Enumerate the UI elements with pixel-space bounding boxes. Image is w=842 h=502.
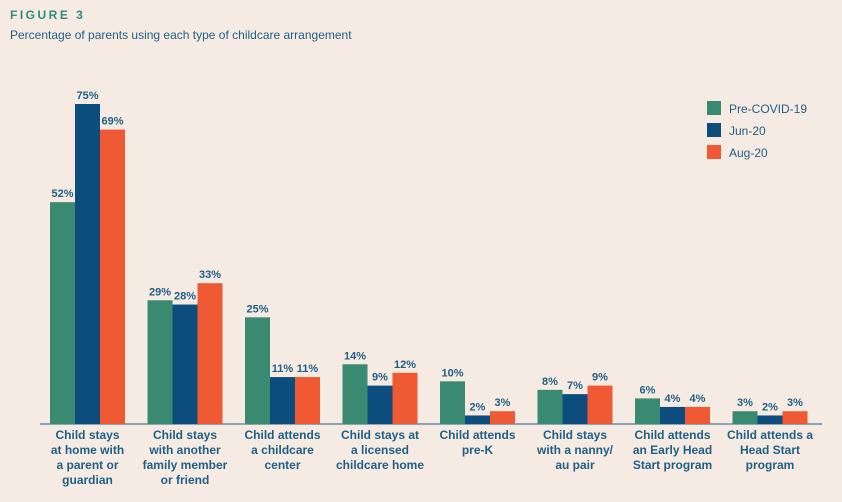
bar-aug-20-4	[490, 411, 515, 424]
data-label: 4%	[690, 393, 706, 405]
bar-aug-20-6	[685, 406, 710, 424]
data-label: 11%	[272, 363, 294, 375]
bar-pre-covid-19-4	[440, 381, 465, 424]
bar-pre-covid-19-0	[50, 202, 75, 424]
chart-subtitle: Percentage of parents using each type of…	[10, 28, 352, 42]
bar-pre-covid-19-2	[245, 317, 270, 424]
category-label: Child attends a Head Start program	[727, 428, 813, 472]
data-label: 9%	[372, 372, 388, 384]
bar-jun-20-2	[270, 377, 295, 424]
data-label: 28%	[174, 291, 196, 303]
bar-aug-20-0	[100, 129, 125, 424]
data-label: 4%	[665, 393, 681, 405]
legend-swatch	[707, 123, 721, 137]
bar-aug-20-3	[392, 372, 418, 424]
data-label: 75%	[76, 90, 98, 102]
bar-pre-covid-19-7	[732, 411, 758, 424]
bar-jun-20-1	[172, 304, 198, 424]
category-label: Child attends a childcare center	[244, 428, 320, 472]
data-label: 9%	[592, 372, 608, 384]
bar-aug-20-5	[587, 385, 613, 424]
data-label: 14%	[344, 350, 366, 362]
data-label: 3%	[787, 397, 803, 409]
data-label: 69%	[101, 116, 123, 128]
bar-jun-20-4	[465, 415, 490, 424]
category-label: Child attends an Early Head Start program	[633, 428, 712, 472]
data-label: 33%	[199, 269, 221, 281]
bar-pre-covid-19-3	[342, 364, 368, 424]
category-label: Child stays with a nanny/au pair	[536, 428, 614, 472]
bar-jun-20-7	[757, 415, 783, 424]
bar-jun-20-6	[660, 406, 685, 424]
legend: Pre-COVID-19 Jun-20 Aug-20	[707, 101, 807, 160]
legend-label: Aug-20	[729, 146, 768, 160]
data-label: 52%	[51, 188, 73, 200]
bar-jun-20-3	[367, 385, 393, 424]
legend-label: Jun-20	[729, 124, 766, 138]
data-label: 29%	[149, 286, 171, 298]
category-label: Child stays at a licensed childcare home	[336, 428, 424, 472]
legend-swatch	[707, 101, 721, 115]
data-label: 2%	[762, 401, 778, 413]
data-label: 3%	[737, 397, 753, 409]
data-label: 3%	[495, 397, 511, 409]
bar-pre-covid-19-5	[537, 389, 563, 424]
category-label: Child attends pre-K	[439, 428, 515, 457]
data-label: 10%	[441, 367, 463, 379]
bars-group: 52% 75% 69% Child stays at home with a parent…	[50, 90, 813, 487]
category-label: Child stays with another family member or f…	[143, 428, 228, 487]
data-label: 25%	[246, 303, 268, 315]
data-label: 12%	[394, 359, 416, 371]
data-label: 7%	[567, 380, 583, 392]
bar-aug-20-7	[782, 411, 808, 424]
bar-jun-20-5	[562, 394, 588, 424]
bar-aug-20-1	[197, 283, 223, 424]
legend-label: Pre-COVID-19	[729, 102, 807, 116]
data-label: 8%	[542, 376, 558, 388]
figure-label: FIGURE 3	[10, 8, 86, 22]
bar-pre-covid-19-1	[147, 300, 173, 424]
bar-jun-20-0	[75, 104, 100, 424]
bar-aug-20-2	[295, 377, 320, 424]
data-label: 2%	[470, 401, 486, 413]
data-label: 11%	[297, 363, 319, 375]
category-label: Child stays at home with a parent or guardi…	[51, 428, 124, 487]
bar-pre-covid-19-6	[635, 398, 660, 424]
data-label: 6%	[640, 384, 656, 396]
legend-swatch	[707, 145, 721, 159]
